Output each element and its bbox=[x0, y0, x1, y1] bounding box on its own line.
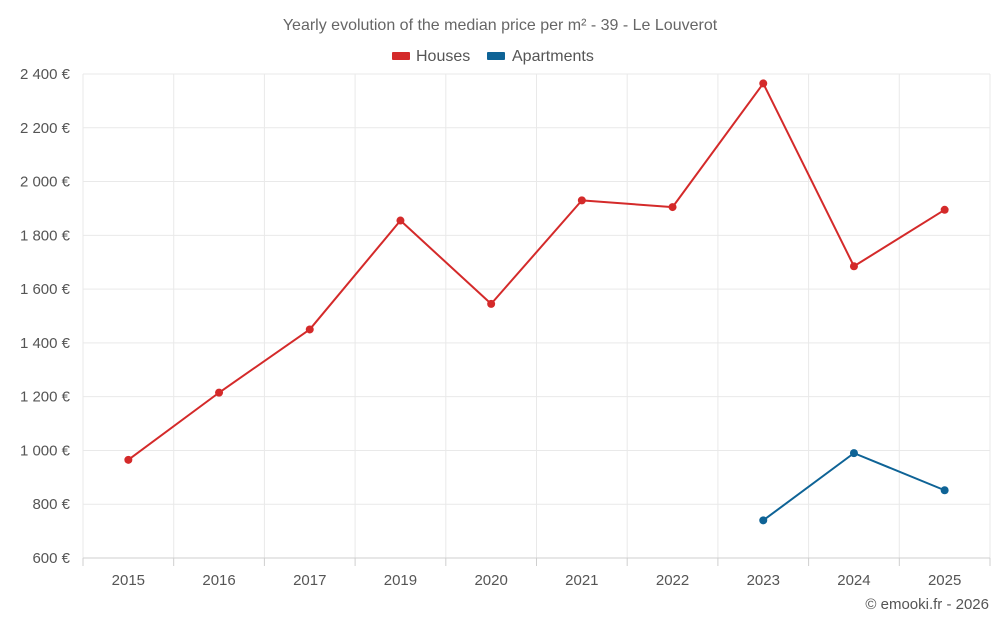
data-point-houses[interactable] bbox=[849, 262, 858, 271]
data-point-houses[interactable] bbox=[940, 205, 949, 214]
legend-label-apartments: Apartments bbox=[512, 48, 594, 65]
data-point-houses[interactable] bbox=[759, 79, 768, 88]
data-point-houses[interactable] bbox=[668, 203, 677, 212]
data-point-houses[interactable] bbox=[215, 388, 224, 397]
y-tick-label: 1 600 € bbox=[20, 281, 71, 298]
x-tick-label: 2025 bbox=[928, 572, 961, 589]
series-line-apartments bbox=[762, 452, 946, 522]
x-tick-label: 2016 bbox=[202, 572, 235, 589]
data-point-apartments[interactable] bbox=[759, 516, 768, 525]
y-tick-label: 2 200 € bbox=[20, 120, 71, 137]
y-tick-label: 1 000 € bbox=[20, 442, 71, 459]
x-tick-label: 2019 bbox=[384, 572, 417, 589]
series-apartments bbox=[759, 449, 949, 525]
data-point-apartments[interactable] bbox=[940, 486, 949, 495]
series-layer bbox=[124, 79, 949, 525]
data-point-houses[interactable] bbox=[577, 196, 586, 205]
data-point-houses[interactable] bbox=[487, 299, 496, 308]
series-line-houses bbox=[127, 82, 946, 461]
x-tick-label: 2024 bbox=[837, 572, 870, 589]
data-point-apartments[interactable] bbox=[849, 449, 858, 458]
legend-swatch-houses bbox=[392, 52, 410, 60]
y-tick-label: 600 € bbox=[32, 550, 70, 567]
x-tick-label: 2015 bbox=[112, 572, 145, 589]
x-axis: 2015 2016 2017 2019 2020 2021 2022 2023 2024 2025 bbox=[82, 557, 991, 589]
y-tick-label: 2 400 € bbox=[20, 66, 71, 83]
credit-text: © emooki.fr - 2026 bbox=[865, 596, 989, 613]
data-point-houses[interactable] bbox=[305, 325, 314, 334]
gridlines bbox=[82, 73, 991, 559]
legend-label-houses: Houses bbox=[416, 48, 470, 65]
x-tick-label: 2021 bbox=[565, 572, 598, 589]
data-point-houses[interactable] bbox=[124, 455, 133, 464]
x-tick-label: 2022 bbox=[656, 572, 689, 589]
x-tick-label: 2020 bbox=[474, 572, 507, 589]
legend-item-apartments[interactable]: Apartments bbox=[487, 48, 594, 65]
y-tick-label: 2 000 € bbox=[20, 174, 71, 191]
y-tick-label: 1 800 € bbox=[20, 227, 71, 244]
x-tick-label: 2017 bbox=[293, 572, 326, 589]
series-houses bbox=[124, 79, 949, 464]
legend-item-houses[interactable]: Houses bbox=[392, 48, 470, 65]
y-tick-label: 800 € bbox=[32, 496, 70, 513]
x-tick-label: 2023 bbox=[747, 572, 780, 589]
data-point-houses[interactable] bbox=[396, 216, 405, 225]
y-axis: 2 400 € 2 200 € 2 000 € 1 800 € 1 600 € 1 400… bbox=[20, 66, 71, 567]
legend: Houses Apartments bbox=[392, 48, 594, 65]
y-tick-label: 1 400 € bbox=[20, 335, 71, 352]
chart-title: Yearly evolution of the median price per… bbox=[283, 17, 718, 34]
y-tick-label: 1 200 € bbox=[20, 389, 71, 406]
legend-swatch-apartments bbox=[487, 52, 505, 60]
